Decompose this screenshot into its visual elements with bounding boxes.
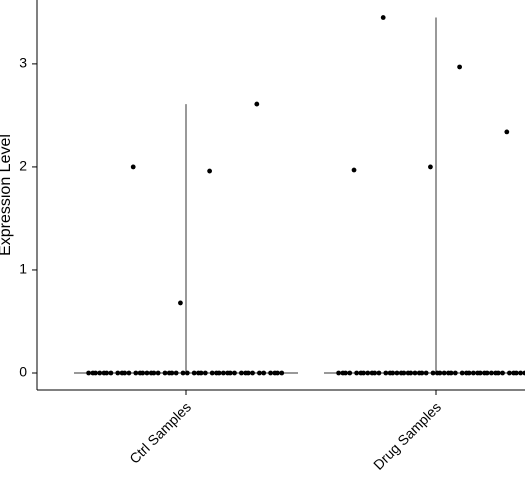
point: [448, 370, 454, 376]
point: [419, 370, 425, 376]
point: [504, 129, 510, 135]
point: [184, 370, 190, 376]
point: [430, 370, 436, 376]
point: [522, 370, 525, 376]
point: [257, 370, 262, 376]
point: [220, 370, 226, 376]
point: [254, 101, 260, 107]
point: [437, 370, 443, 376]
x-tick-label: Drug Samples: [370, 399, 444, 473]
y-tick-label: 2: [19, 158, 27, 174]
point: [180, 370, 186, 376]
point: [466, 370, 472, 376]
point: [459, 370, 465, 376]
point: [207, 168, 213, 174]
point: [245, 370, 251, 376]
point: [227, 370, 233, 376]
point: [122, 370, 128, 376]
point: [408, 370, 414, 376]
point: [144, 370, 150, 376]
point: [500, 370, 505, 376]
point: [401, 370, 407, 376]
point: [507, 370, 512, 376]
point: [173, 370, 179, 376]
point: [495, 370, 501, 376]
point: [376, 370, 382, 376]
point: [380, 15, 386, 20]
point: [383, 370, 389, 376]
y-tick-label: 3: [19, 55, 27, 71]
point: [428, 164, 433, 170]
point: [470, 370, 476, 376]
point: [361, 370, 366, 376]
point: [354, 370, 360, 376]
point: [238, 370, 244, 376]
point: [275, 370, 280, 376]
point: [513, 370, 519, 376]
y-tick-label: 1: [19, 261, 27, 277]
point: [394, 370, 400, 376]
point: [133, 370, 139, 376]
point: [209, 370, 215, 376]
point: [151, 370, 157, 376]
point: [423, 370, 429, 376]
point: [97, 370, 103, 376]
point: [104, 370, 110, 376]
point: [477, 370, 483, 376]
point: [178, 300, 183, 306]
point: [518, 370, 523, 376]
point: [484, 370, 490, 376]
point: [108, 370, 114, 376]
point: [191, 370, 197, 376]
point: [202, 370, 208, 376]
point: [155, 370, 161, 376]
point: [232, 370, 237, 376]
point: [372, 370, 378, 376]
point: [126, 370, 132, 376]
point: [115, 370, 121, 376]
point: [130, 164, 136, 170]
point: [412, 370, 418, 376]
point: [198, 370, 204, 376]
point: [351, 167, 357, 173]
point: [279, 370, 285, 376]
point: [343, 370, 348, 376]
point: [140, 370, 146, 376]
point: [93, 370, 98, 376]
point: [441, 370, 447, 376]
y-axis-title: Expression Level: [0, 134, 14, 256]
point: [216, 370, 222, 376]
point: [268, 370, 273, 376]
x-tick-label: Ctrl Samples: [126, 399, 194, 467]
point: [250, 370, 255, 376]
point: [457, 64, 463, 70]
point: [336, 370, 342, 376]
point: [365, 370, 371, 376]
point: [162, 370, 168, 376]
point: [169, 370, 175, 376]
point: [390, 370, 396, 376]
y-tick-label: 0: [19, 364, 27, 380]
point: [86, 370, 92, 376]
point: [488, 370, 494, 376]
point: [261, 370, 267, 376]
point: [452, 370, 458, 376]
point: [347, 370, 353, 376]
